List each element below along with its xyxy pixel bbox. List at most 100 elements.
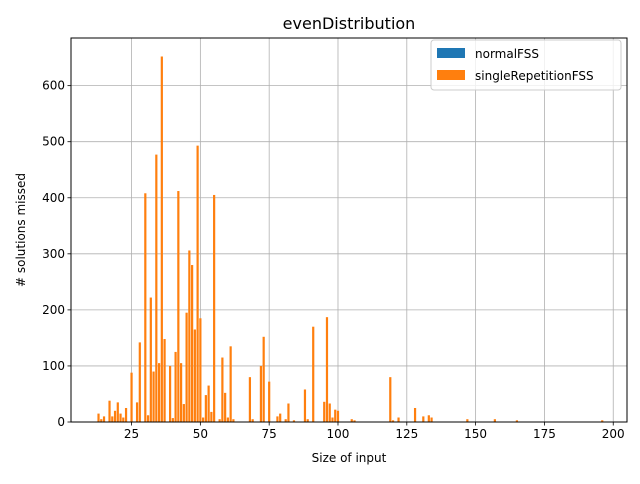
bar-singlerepetitionfss [391, 420, 395, 422]
bar-singlerepetitionfss [323, 401, 326, 422]
chart-title: evenDistribution [283, 14, 416, 33]
y-tick-label: 200 [42, 303, 65, 317]
bar-singlerepetitionfss [268, 381, 271, 422]
bar-singlerepetitionfss [601, 420, 604, 422]
bar-singlerepetitionfss [276, 416, 279, 422]
bar-singlerepetitionfss [226, 417, 229, 422]
x-tick-label: 175 [533, 427, 556, 441]
bar-singlerepetitionfss [113, 410, 117, 422]
bar-singlerepetitionfss [334, 409, 337, 422]
bar-singlerepetitionfss [122, 417, 125, 422]
bar-singlerepetitionfss [171, 418, 174, 422]
y-tick-label: 100 [42, 359, 65, 373]
bar-singlerepetitionfss [397, 417, 400, 422]
bar-singlerepetitionfss [229, 346, 232, 422]
bar-singlerepetitionfss [130, 372, 133, 422]
bar-singlerepetitionfss [303, 389, 307, 422]
bar-singlerepetitionfss [179, 363, 183, 422]
bar-singlerepetitionfss [284, 419, 287, 422]
bar-singlerepetitionfss [213, 194, 216, 422]
bar-singlerepetitionfss [336, 410, 340, 422]
bar-singlerepetitionfss [196, 145, 199, 422]
bar-singlerepetitionfss [185, 312, 188, 422]
bar-singlerepetitionfss [160, 56, 163, 423]
bar-singlerepetitionfss [259, 365, 263, 422]
bar-singlerepetitionfss [413, 407, 417, 422]
bar-singlerepetitionfss [515, 420, 519, 422]
legend-swatch-normalfss [437, 48, 465, 58]
bar-singlerepetitionfss [135, 402, 139, 422]
bar-singlerepetitionfss [287, 403, 290, 422]
legend-label-normalfss: normalFSS [475, 47, 539, 61]
bar-singlerepetitionfss [262, 336, 265, 422]
x-axis-label: Size of input [312, 451, 387, 465]
bar-singlerepetitionfss [119, 413, 122, 422]
x-tick-label: 50 [193, 427, 208, 441]
bar-singlerepetitionfss [210, 411, 213, 422]
bar-singlerepetitionfss [331, 417, 334, 422]
bar-singlerepetitionfss [157, 363, 161, 422]
x-tick-label: 125 [395, 427, 418, 441]
y-tick-label: 300 [42, 247, 65, 261]
bar-singlerepetitionfss [427, 415, 430, 422]
y-axis-ticks: 0 100 200 300 400 500 600 [42, 79, 71, 429]
x-tick-label: 200 [602, 427, 625, 441]
bar-singlerepetitionfss [204, 395, 207, 422]
bar-singlerepetitionfss [207, 385, 210, 422]
bar-singlerepetitionfss [144, 193, 147, 422]
bar-singlerepetitionfss [312, 326, 315, 422]
bar-singlerepetitionfss [177, 191, 180, 422]
bar-singlerepetitionfss [174, 351, 177, 422]
bar-singlerepetitionfss [163, 339, 166, 422]
y-tick-label: 400 [42, 191, 65, 205]
bar-singlerepetitionfss [248, 377, 252, 422]
bar-singlerepetitionfss [493, 419, 496, 422]
bar-singlerepetitionfss [146, 415, 150, 422]
legend-box [430, 39, 622, 91]
bar-singlerepetitionfss [251, 419, 254, 422]
bar-singlerepetitionfss [389, 377, 392, 422]
bar-singlerepetitionfss [232, 419, 235, 422]
bar-singlerepetitionfss [199, 318, 202, 422]
x-tick-label: 25 [124, 427, 139, 441]
bar-singlerepetitionfss [182, 404, 185, 422]
legend-swatch-singlerepetitionfss [437, 70, 465, 80]
bar-singlerepetitionfss [108, 400, 111, 422]
bar-singlerepetitionfss [97, 413, 100, 422]
bar-singlerepetitionfss [466, 419, 469, 422]
bar-singlerepetitionfss [191, 265, 194, 422]
bar-singlerepetitionfss [218, 419, 221, 422]
bar-singlerepetitionfss [353, 420, 356, 422]
legend: normalFSS singleRepetitionFSS [430, 39, 622, 91]
bar-singlerepetitionfss [350, 419, 353, 422]
bar-singlerepetitionfss [328, 403, 331, 422]
y-tick-label: 0 [57, 415, 65, 429]
bar-singlerepetitionfss [100, 419, 103, 422]
bar-singlerepetitionfss [430, 417, 433, 422]
x-tick-label: 100 [327, 427, 350, 441]
bar-singlerepetitionfss [124, 407, 128, 422]
bar-singlerepetitionfss [111, 416, 114, 422]
bar-singlerepetitionfss [202, 417, 205, 422]
bar-singlerepetitionfss [422, 416, 425, 422]
bar-singlerepetitionfss [116, 402, 119, 422]
bar-singlerepetitionfss [306, 419, 309, 422]
bar-singlerepetitionfss [221, 357, 224, 422]
plot-frame [70, 37, 628, 423]
x-tick-label: 75 [262, 427, 277, 441]
bar-singlerepetitionfss [102, 416, 106, 422]
bar-singlerepetitionfss [138, 342, 141, 422]
bar-singlerepetitionfss [292, 420, 296, 422]
bar-singlerepetitionfss [152, 371, 155, 422]
bar-singlerepetitionfss [224, 392, 227, 422]
bar-singlerepetitionfss [188, 250, 191, 422]
y-tick-label: 600 [42, 79, 65, 93]
y-axis-label: # solutions missed [14, 173, 28, 287]
legend-label-singlerepetitionfss: singleRepetitionFSS [475, 69, 594, 83]
bars [97, 56, 604, 423]
x-axis-ticks: 25 50 75 100 125 150 175 200 [124, 422, 625, 441]
bar-singlerepetitionfss [155, 154, 158, 423]
y-tick-label: 500 [42, 135, 65, 149]
